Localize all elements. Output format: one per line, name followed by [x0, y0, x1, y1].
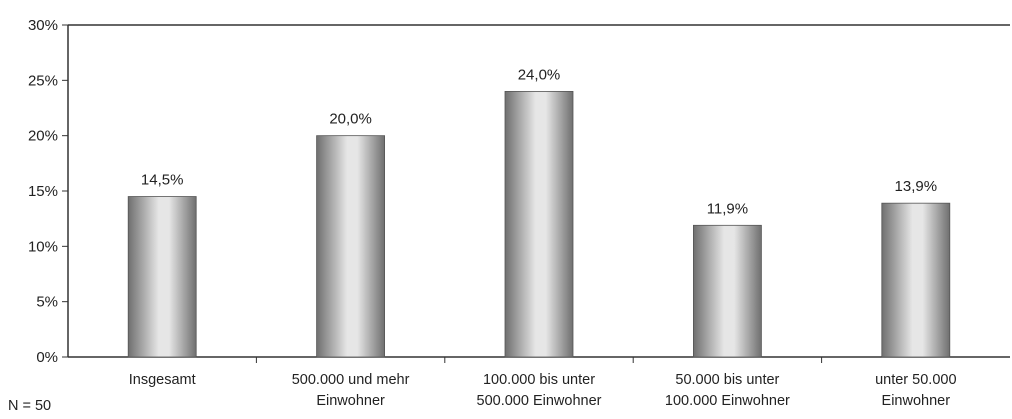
y-tick-label: 5% — [36, 294, 58, 311]
y-axis-ticks: 0% 5% 10% 15% 20% 25% 30% — [28, 17, 68, 366]
bar — [504, 91, 574, 358]
y-tick-label: 20% — [28, 128, 58, 145]
category-label: 100.000 bis unter 500.000 Einwohner — [477, 372, 602, 409]
bars — [127, 91, 951, 358]
data-label: 24,0% — [518, 66, 561, 83]
y-tick-label: 0% — [36, 349, 58, 366]
y-tick-label: 15% — [28, 183, 58, 200]
bar — [881, 202, 951, 358]
data-label: 20,0% — [329, 111, 372, 128]
bar — [127, 196, 197, 358]
y-tick-label: 25% — [28, 72, 58, 89]
bar — [693, 224, 762, 358]
category-label: 500.000 und mehr Einwohner — [292, 372, 410, 409]
data-label: 11,9% — [707, 200, 748, 217]
data-label: 14,5% — [141, 172, 184, 189]
y-tick-label: 30% — [28, 17, 58, 34]
y-tick-label: 10% — [28, 238, 58, 255]
sample-size-note: N = 50 — [8, 398, 52, 414]
category-labels: Insgesamt 500.000 und mehr Einwohner 100.00… — [129, 372, 957, 409]
category-label: unter 50.000 Einwohner — [875, 372, 956, 409]
data-labels: 14,5% 20,0% 24,0% 11,9% 13,9% — [141, 66, 937, 217]
data-label: 13,9% — [895, 178, 938, 195]
bar — [316, 135, 386, 358]
category-label: Insgesamt — [129, 372, 196, 388]
category-label: 50.000 bis unter 100.000 Einwohner — [665, 372, 790, 409]
